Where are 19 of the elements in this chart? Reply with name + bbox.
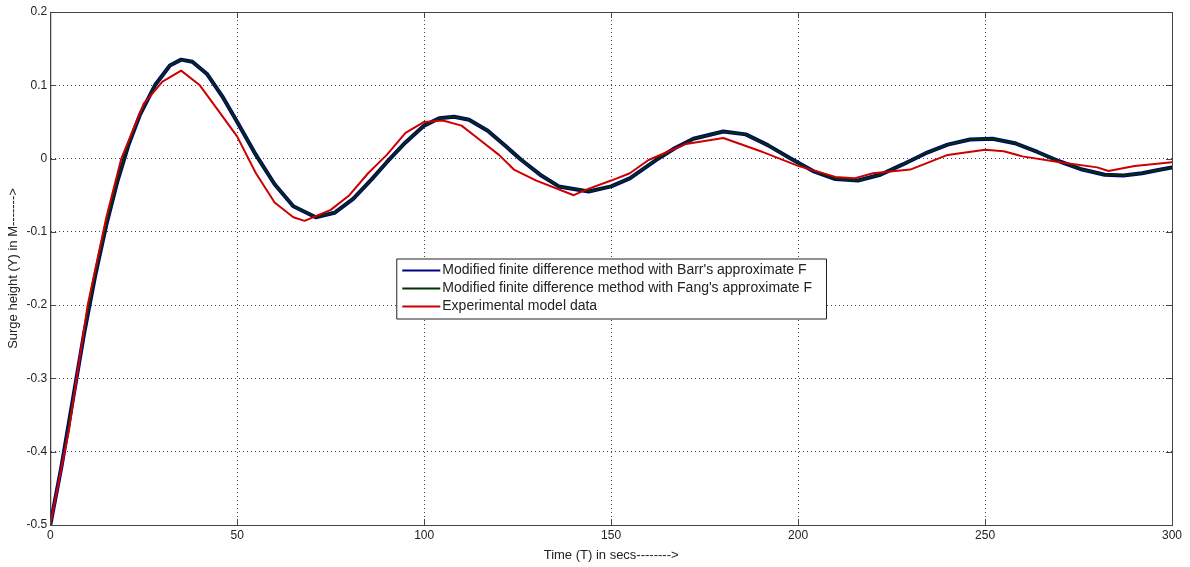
x-tick-label: 200 [788,527,809,542]
y-tick-label: 0.2 [30,4,48,19]
y-tick-label: 0.1 [30,77,48,92]
x-tick-label: 50 [230,527,245,542]
x-tick-label: 100 [414,527,435,542]
y-tick-label: -0.4 [26,444,48,459]
x-axis-title: Time (T) in secs--------> [543,546,679,562]
x-tick-label: 150 [601,527,622,542]
y-tick-label: -0.5 [26,517,48,532]
y-tick-label: -0.2 [26,297,48,312]
legend-label: Modified finite difference method with Barr's approximate F [442,261,807,278]
x-tick-label: 300 [1161,527,1183,542]
y-axis-title: Surge height (Y) in M-------> [5,188,21,349]
x-tick-label: 250 [975,527,996,542]
y-tick-label: 0 [40,150,48,165]
legend-label: Experimental model data [442,297,598,314]
legend-label: Modified finite difference method with Fang's approximate F [442,279,812,296]
y-tick-label: -0.3 [26,370,48,385]
y-tick-label: -0.1 [26,224,48,239]
